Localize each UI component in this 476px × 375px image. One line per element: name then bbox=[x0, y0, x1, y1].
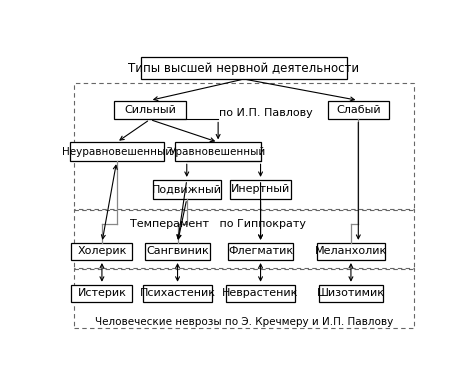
FancyBboxPatch shape bbox=[141, 57, 347, 79]
Text: Сангвиник: Сангвиник bbox=[146, 246, 209, 256]
FancyBboxPatch shape bbox=[318, 285, 383, 302]
Text: Слабый: Слабый bbox=[336, 105, 381, 115]
FancyBboxPatch shape bbox=[153, 180, 221, 199]
Text: Флегматик: Флегматик bbox=[228, 246, 293, 256]
FancyBboxPatch shape bbox=[114, 100, 186, 119]
FancyBboxPatch shape bbox=[71, 243, 132, 260]
Text: Холерик: Холерик bbox=[77, 246, 127, 256]
FancyBboxPatch shape bbox=[143, 285, 212, 302]
FancyBboxPatch shape bbox=[71, 285, 132, 302]
FancyBboxPatch shape bbox=[317, 243, 385, 260]
Text: Сильный: Сильный bbox=[124, 105, 176, 115]
Text: Человеческие неврозы по Э. Кречмеру и И.П. Павлову: Человеческие неврозы по Э. Кречмеру и И.… bbox=[95, 317, 393, 327]
Text: Шизотимик: Шизотимик bbox=[317, 288, 385, 298]
FancyBboxPatch shape bbox=[228, 243, 293, 260]
FancyBboxPatch shape bbox=[328, 100, 389, 119]
Text: Неврастеник: Неврастеник bbox=[222, 288, 299, 298]
Text: Психастеник: Психастеник bbox=[139, 288, 216, 298]
FancyBboxPatch shape bbox=[145, 243, 210, 260]
Text: Неуравновешенный: Неуравновешенный bbox=[61, 147, 172, 157]
Text: по И.П. Павлову: по И.П. Павлову bbox=[219, 108, 313, 118]
FancyBboxPatch shape bbox=[230, 180, 291, 199]
Bar bbox=[74, 209, 414, 269]
Text: Темперамент   по Гиппократу: Темперамент по Гиппократу bbox=[130, 219, 306, 229]
Text: Уравновешенный: Уравновешенный bbox=[170, 147, 266, 157]
FancyBboxPatch shape bbox=[227, 285, 295, 302]
FancyBboxPatch shape bbox=[175, 142, 261, 161]
Bar bbox=[74, 82, 414, 210]
Text: Меланхолик: Меланхолик bbox=[315, 246, 387, 256]
Text: Инертный: Инертный bbox=[231, 184, 290, 194]
Text: Подвижный: Подвижный bbox=[152, 184, 222, 194]
Text: Типы высшей нервной деятельности: Типы высшей нервной деятельности bbox=[129, 62, 359, 75]
Bar bbox=[74, 268, 414, 328]
Text: Истерик: Истерик bbox=[78, 288, 126, 298]
FancyBboxPatch shape bbox=[69, 142, 164, 161]
